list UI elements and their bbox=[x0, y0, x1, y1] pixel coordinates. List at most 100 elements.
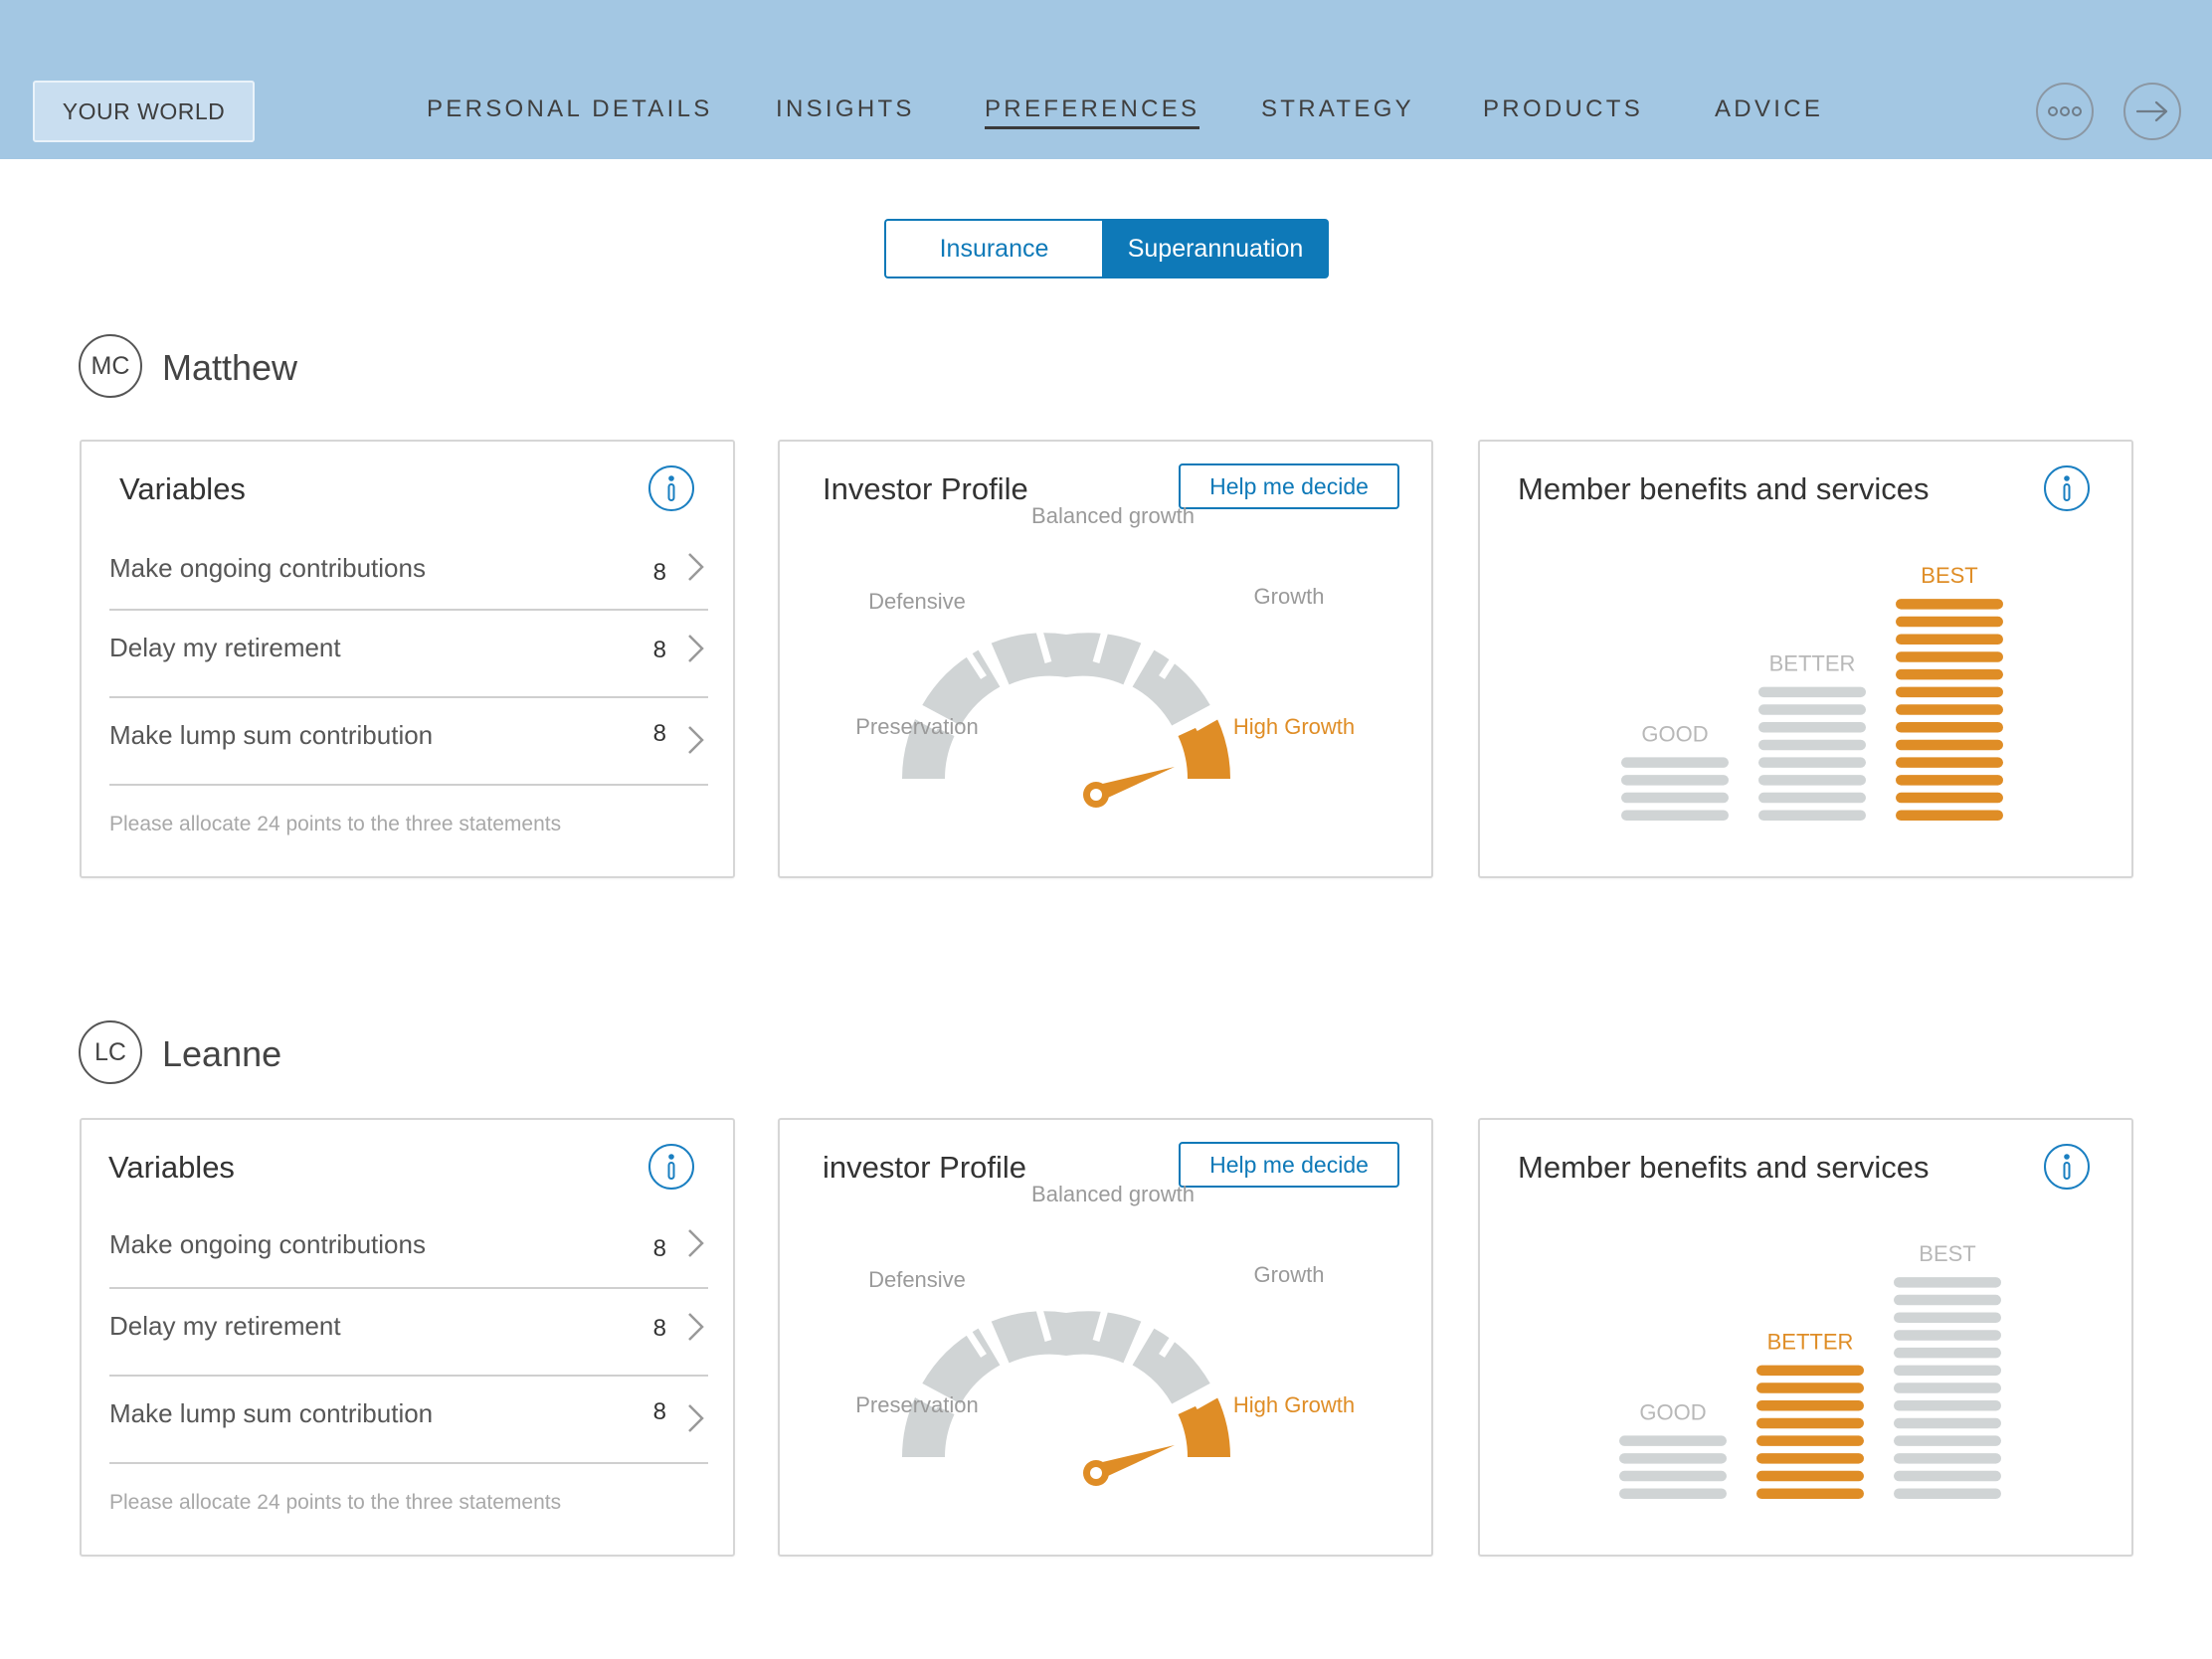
chevron-right-icon bbox=[688, 1404, 704, 1432]
variable-row-delay[interactable]: Delay my retirement 8 bbox=[109, 1291, 708, 1377]
variable-value: 8 bbox=[652, 1398, 666, 1425]
tier-bar bbox=[1756, 1417, 1864, 1429]
variables-card: Variables Make ongoing contributions 8 D… bbox=[80, 440, 735, 878]
tier-good[interactable]: GOOD bbox=[1619, 1399, 1727, 1499]
card-title: Variables bbox=[108, 1150, 235, 1185]
variable-row-ongoing[interactable]: Make ongoing contributions 8 bbox=[109, 527, 708, 611]
info-button[interactable] bbox=[648, 465, 694, 511]
gauge-segment-balanced-growth[interactable] bbox=[991, 633, 1066, 685]
tier-bar bbox=[1896, 651, 2003, 662]
tier-good[interactable]: GOOD bbox=[1621, 721, 1729, 821]
card-title: Variables bbox=[119, 471, 246, 506]
arrow-right-icon bbox=[2135, 100, 2168, 122]
tier-bar bbox=[1894, 1417, 2001, 1429]
nav-personal-details[interactable]: PERSONAL DETAILS bbox=[427, 95, 713, 122]
tier-bar bbox=[1896, 810, 2003, 821]
tier-bar bbox=[1896, 634, 2003, 645]
gauge-segment-growth[interactable] bbox=[1132, 1328, 1210, 1404]
risk-gauge[interactable]: Preservation Defensive Balanced growth G… bbox=[780, 1120, 1431, 1555]
tier-bar bbox=[1896, 722, 2003, 733]
investor-profile-card: Investor Profile Help me decide Preserva… bbox=[778, 440, 1433, 878]
tier-bar bbox=[1896, 599, 2003, 610]
more-button[interactable] bbox=[2036, 83, 2094, 140]
benefit-tiers-chart[interactable]: GOOD BETTER BEST bbox=[1480, 1120, 2131, 1555]
tier-bar bbox=[1758, 686, 1866, 698]
nav-insights[interactable]: INSIGHTS bbox=[776, 95, 915, 122]
tier-bar bbox=[1758, 775, 1866, 786]
tier-bar bbox=[1894, 1435, 2001, 1446]
gauge-label-growth: Growth bbox=[1254, 1262, 1325, 1287]
tier-bar bbox=[1894, 1294, 2001, 1306]
tier-bar bbox=[1896, 704, 2003, 715]
member-benefits-card: Member benefits and services GOOD BETTER… bbox=[1478, 1118, 2133, 1557]
tier-bar bbox=[1758, 722, 1866, 733]
superannuation-toggle[interactable]: Superannuation bbox=[1102, 219, 1329, 278]
risk-gauge[interactable]: Preservation Defensive Balanced growth G… bbox=[780, 442, 1431, 876]
tier-bar bbox=[1621, 792, 1729, 804]
tier-bar bbox=[1619, 1435, 1727, 1446]
tier-better[interactable]: BETTER bbox=[1758, 651, 1866, 821]
insurance-toggle[interactable]: Insurance bbox=[884, 219, 1102, 278]
tier-bar bbox=[1756, 1453, 1864, 1464]
benefit-tiers-chart[interactable]: GOOD BETTER BEST bbox=[1480, 442, 2131, 876]
variable-row-delay[interactable]: Delay my retirement 8 bbox=[109, 613, 708, 698]
tier-label: BETTER bbox=[1769, 651, 1856, 676]
variable-value: 8 bbox=[652, 1235, 666, 1262]
help-me-decide-button[interactable]: Help me decide bbox=[1179, 1142, 1399, 1188]
nav-products[interactable]: PRODUCTS bbox=[1483, 95, 1644, 122]
tier-bar bbox=[1756, 1400, 1864, 1411]
more-dots-icon bbox=[2048, 106, 2082, 116]
nav-strategy[interactable]: STRATEGY bbox=[1261, 95, 1414, 122]
tier-label: GOOD bbox=[1641, 721, 1708, 746]
tier-best[interactable]: BEST bbox=[1896, 563, 2003, 821]
nav-advice[interactable]: ADVICE bbox=[1715, 95, 1824, 122]
tier-bar bbox=[1756, 1470, 1864, 1482]
gauge-segment-balanced-growth-right[interactable] bbox=[1066, 1311, 1142, 1364]
tier-best[interactable]: BEST bbox=[1894, 1241, 2001, 1499]
info-button[interactable] bbox=[2044, 465, 2090, 511]
next-button[interactable] bbox=[2123, 83, 2181, 140]
gauge-segment-high-growth[interactable] bbox=[1178, 1396, 1231, 1457]
card-title: Investor Profile bbox=[823, 471, 1028, 506]
variable-row-lump-sum[interactable]: Make lump sum contribution 8 bbox=[109, 698, 708, 786]
tier-bar bbox=[1619, 1488, 1727, 1499]
info-button[interactable] bbox=[2044, 1144, 2090, 1190]
tier-bar bbox=[1896, 686, 2003, 698]
tier-bar bbox=[1894, 1312, 2001, 1323]
tier-bar bbox=[1756, 1435, 1864, 1446]
tier-bar bbox=[1619, 1453, 1727, 1464]
person-name: Matthew bbox=[162, 347, 298, 388]
tier-bar bbox=[1896, 668, 2003, 680]
variable-row-lump-sum[interactable]: Make lump sum contribution 8 bbox=[109, 1377, 708, 1464]
variable-value: 8 bbox=[652, 1315, 666, 1342]
gauge-segment-growth[interactable] bbox=[1132, 649, 1210, 726]
tier-bar bbox=[1896, 792, 2003, 804]
tier-bar bbox=[1894, 1488, 2001, 1499]
tier-bar bbox=[1894, 1347, 2001, 1359]
tier-better[interactable]: BETTER bbox=[1756, 1330, 1864, 1499]
variable-row-ongoing[interactable]: Make ongoing contributions 8 bbox=[109, 1205, 708, 1289]
variable-label: Make lump sum contribution bbox=[109, 720, 434, 750]
gauge-segment-balanced-growth-right[interactable] bbox=[1066, 633, 1142, 685]
tier-bar bbox=[1894, 1382, 2001, 1393]
info-button[interactable] bbox=[648, 1144, 694, 1190]
person-name: Leanne bbox=[162, 1033, 282, 1074]
gauge-segment-preservation[interactable] bbox=[902, 1396, 955, 1457]
member-benefits-card: Member benefits and services GOOD BETTER… bbox=[1478, 440, 2133, 878]
tier-label: GOOD bbox=[1639, 1399, 1706, 1424]
nav-preferences[interactable]: PREFERENCES bbox=[985, 95, 1200, 129]
tier-bar bbox=[1758, 757, 1866, 768]
tier-bar bbox=[1758, 792, 1866, 804]
card-title: investor Profile bbox=[823, 1150, 1027, 1185]
tier-bar bbox=[1894, 1365, 2001, 1377]
gauge-segment-preservation[interactable] bbox=[902, 718, 955, 779]
your-world-button[interactable]: YOUR WORLD bbox=[33, 81, 255, 142]
gauge-segment-high-growth[interactable] bbox=[1178, 718, 1231, 779]
gauge-label-balanced-growth: Balanced growth bbox=[1031, 503, 1195, 528]
variable-label: Make ongoing contributions bbox=[109, 553, 426, 583]
gauge-segment-balanced-growth[interactable] bbox=[991, 1311, 1066, 1364]
tier-bar bbox=[1896, 616, 2003, 628]
help-me-decide-button[interactable]: Help me decide bbox=[1179, 463, 1399, 509]
tier-bar bbox=[1758, 739, 1866, 751]
gauge-needle bbox=[1083, 1445, 1175, 1486]
